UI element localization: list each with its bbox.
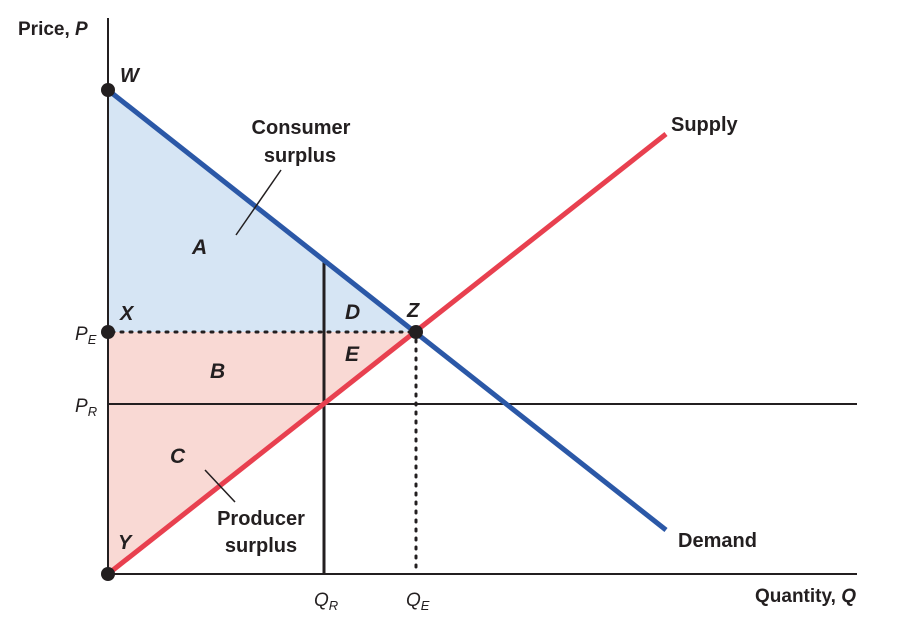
qr-tick-sub: R: [329, 598, 338, 613]
pe-tick-label: PE: [75, 324, 97, 347]
supply-curve: [106, 132, 668, 576]
pe-tick-sub: E: [88, 332, 97, 347]
point-x-dot: [101, 325, 115, 339]
qr-tick-label: QR: [314, 590, 338, 613]
qe-tick-main: Q: [406, 590, 421, 611]
qe-tick-label: QE: [406, 590, 430, 613]
area-b-label: B: [210, 360, 225, 383]
pr-tick-main: P: [75, 396, 88, 417]
point-z-dot: [409, 325, 423, 339]
x-axis-title: Quantity, Q: [755, 586, 856, 607]
point-y-dot: [101, 567, 115, 581]
pe-tick-main: P: [75, 324, 88, 345]
area-a-label: A: [191, 236, 207, 259]
consumer-surplus-leader: [235, 169, 282, 236]
consumer-surplus-label: Consumer: [252, 117, 351, 139]
y-axis-symbol: P: [75, 19, 88, 40]
y-axis-label: Price,: [18, 19, 75, 40]
x-axis-symbol: Q: [841, 586, 856, 607]
point-x-label: X: [119, 303, 135, 325]
pr-tick-sub: R: [88, 404, 97, 419]
point-y-label: Y: [118, 532, 133, 554]
supply-label: Supply: [671, 114, 739, 136]
qe-tick-sub: E: [421, 598, 430, 613]
y-axis-title: Price, P: [18, 19, 88, 40]
point-z-label: Z: [406, 300, 420, 322]
point-w-dot: [101, 83, 115, 97]
area-c-label: C: [170, 445, 186, 468]
producer-surplus-label-line2: surplus: [225, 535, 297, 557]
demand-label: Demand: [678, 530, 757, 552]
producer-surplus-label: Producer: [217, 508, 305, 530]
producer-surplus-leader: [204, 469, 236, 503]
qr-tick-main: Q: [314, 590, 329, 611]
demand-curve: [106, 88, 668, 532]
x-axis-label: Quantity,: [755, 586, 841, 607]
area-e-label: E: [345, 343, 360, 366]
consumer-surplus-label-line2: surplus: [264, 145, 336, 167]
area-d-label: D: [345, 301, 360, 324]
point-w-label: W: [120, 65, 141, 87]
pr-tick-label: PR: [75, 396, 97, 419]
